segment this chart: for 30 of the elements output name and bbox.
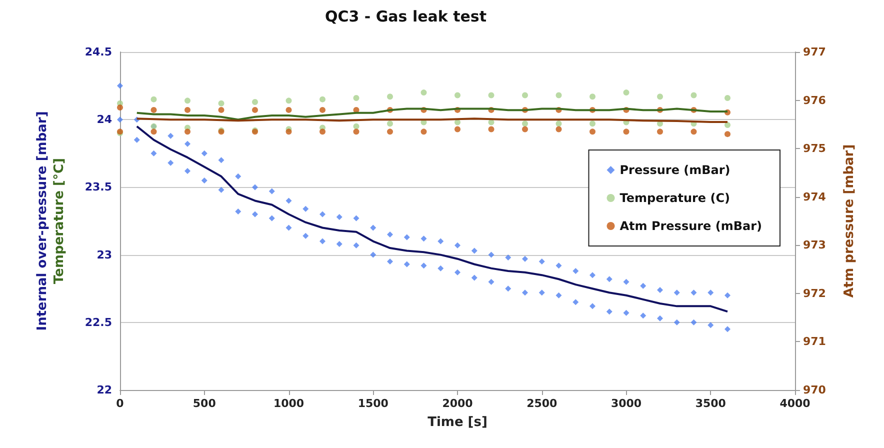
x-tick-label: 3000: [610, 397, 642, 410]
chart-title: QC3 - Gas leak test: [325, 8, 487, 26]
x-tick-label: 4000: [780, 397, 811, 410]
legend-label: Pressure (mBar): [620, 163, 730, 177]
y-tick-label: 23.5: [84, 180, 112, 194]
x-tick-label: 1500: [358, 397, 389, 410]
x-tick-label: 2500: [526, 397, 558, 410]
y-tick-label: 23: [96, 248, 112, 262]
legend-label: Temperature (C): [620, 191, 730, 205]
y2-tick-label: 971: [803, 335, 826, 348]
y2-tick-label: 977: [803, 46, 826, 58]
y-tick-label: 22: [96, 384, 112, 396]
y-tick-label: 24.5: [84, 46, 112, 58]
y2-tick-label: 974: [803, 190, 826, 204]
y2-tick-label: 973: [803, 238, 826, 252]
y2-tick-label: 972: [803, 286, 826, 300]
x-tick-label: 0: [116, 397, 124, 410]
y-axis-title: Internal over-pressure [mbar] Temperature [°C]: [35, 111, 67, 331]
legend-label: Atm Pressure (mBar): [620, 219, 762, 233]
x-axis-title: Time [s]: [428, 415, 488, 430]
x-tick-label: 2000: [442, 397, 474, 410]
y-tick-label: 22.5: [84, 316, 112, 329]
y2-axis-title: Atm pressure [mbar]: [842, 144, 857, 298]
y2-tick-label: 970: [803, 384, 826, 396]
y2-tick-label: 976: [803, 94, 826, 107]
y2-tick-label: 975: [803, 142, 826, 156]
x-tick-label: 500: [192, 397, 216, 410]
y-tick-label: 24: [96, 113, 112, 126]
x-tick-label: 1000: [273, 397, 304, 410]
x-tick-label: 3500: [695, 397, 726, 410]
